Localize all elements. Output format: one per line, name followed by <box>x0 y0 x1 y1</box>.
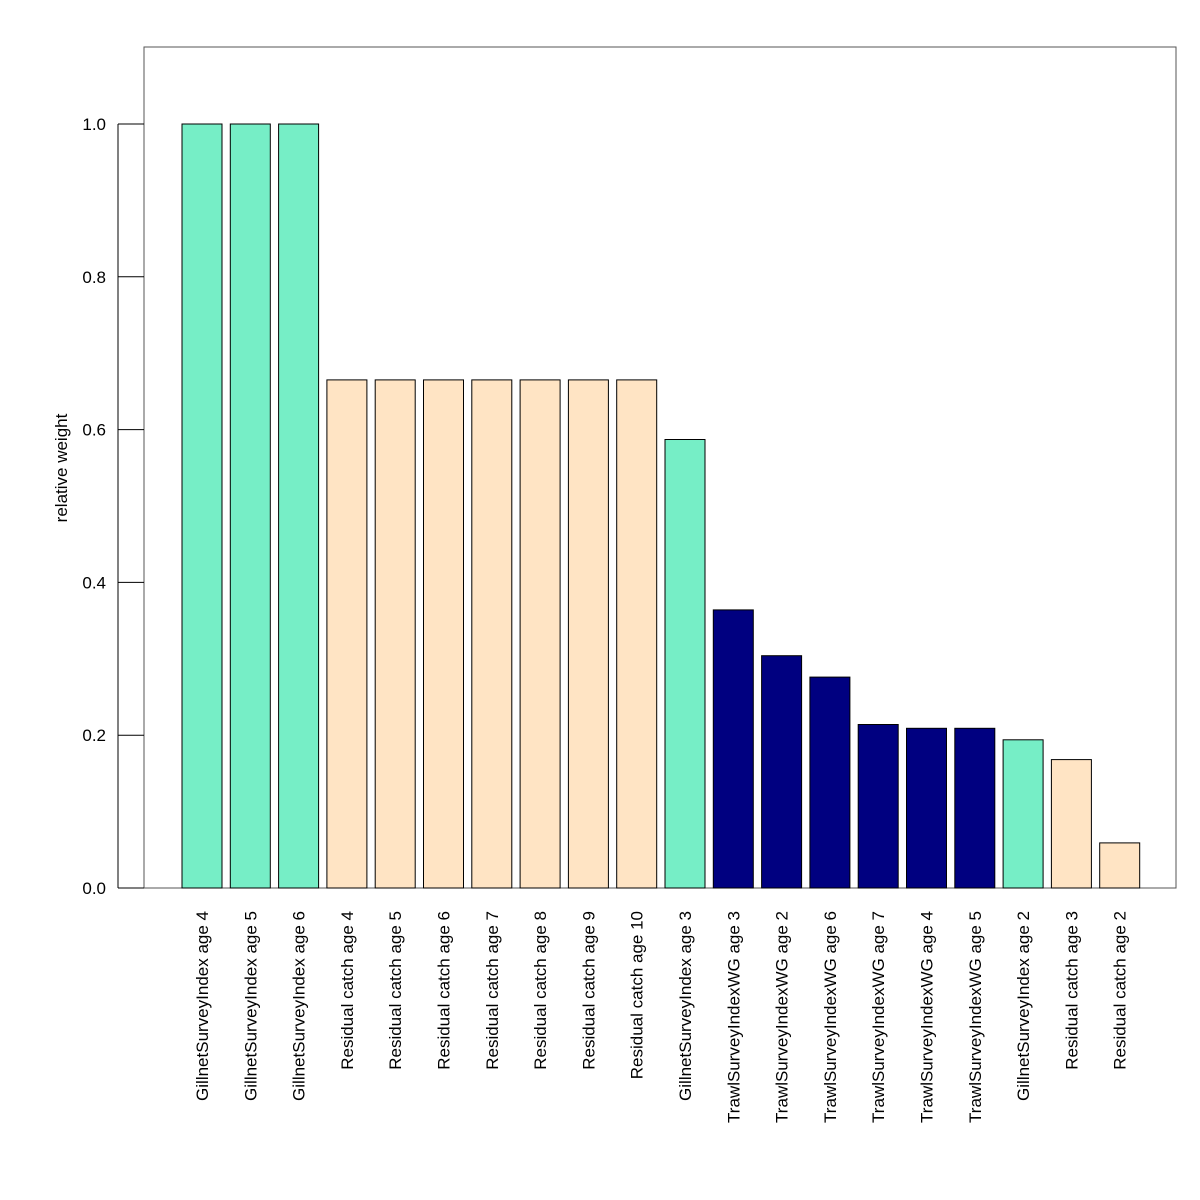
x-axis-labels: GillnetSurveyIndex age 4 GillnetSurveyInd… <box>193 911 1130 1123</box>
bar <box>857 724 899 889</box>
bar <box>1002 739 1044 889</box>
x-category-label: Residual catch age 8 <box>531 911 550 1070</box>
x-category-label: TrawlSurveyIndexWG age 7 <box>869 911 888 1123</box>
y-tick-label: 0.4 <box>82 573 106 592</box>
x-category-label: TrawlSurveyIndexWG age 3 <box>724 911 743 1123</box>
plot-frame <box>143 46 1177 889</box>
x-category-label: GillnetSurveyIndex age 4 <box>193 911 212 1101</box>
bar <box>809 676 851 889</box>
bar <box>471 379 513 889</box>
bar <box>954 727 996 889</box>
bar <box>229 123 271 889</box>
bar <box>374 379 416 889</box>
x-category-label: GillnetSurveyIndex age 5 <box>241 911 260 1101</box>
x-category-label: Residual catch age 10 <box>628 911 647 1079</box>
bar <box>181 123 223 889</box>
x-category-label: Residual catch age 9 <box>579 911 598 1070</box>
bar <box>519 379 561 889</box>
y-tick-label: 0.2 <box>82 726 106 745</box>
bar <box>761 655 803 889</box>
bar <box>712 609 754 889</box>
x-category-label: Residual catch age 3 <box>1062 911 1081 1070</box>
bar <box>326 379 368 889</box>
x-category-label: GillnetSurveyIndex age 6 <box>290 911 309 1101</box>
x-category-label: Residual catch age 2 <box>1111 911 1130 1070</box>
bar <box>278 123 320 889</box>
bar <box>1050 759 1092 889</box>
y-tick-label: 0.8 <box>82 268 106 287</box>
x-category-label: TrawlSurveyIndexWG age 4 <box>918 911 937 1123</box>
y-axis: 0.0 0.2 0.4 0.6 0.8 1.0 <box>82 115 144 898</box>
bar <box>1099 842 1141 889</box>
x-category-label: Residual catch age 6 <box>435 911 454 1070</box>
bar <box>567 379 609 889</box>
x-category-label: TrawlSurveyIndexWG age 6 <box>821 911 840 1123</box>
bar <box>423 379 464 889</box>
x-category-label: Residual catch age 7 <box>483 911 502 1070</box>
y-tick-label: 0.0 <box>82 879 106 898</box>
bar <box>616 379 658 889</box>
x-category-label: Residual catch age 5 <box>386 911 405 1070</box>
y-tick-label: 0.6 <box>82 421 106 440</box>
x-category-label: TrawlSurveyIndexWG age 5 <box>966 911 985 1123</box>
y-tick-label: 1.0 <box>82 115 106 134</box>
bars <box>181 123 1141 889</box>
x-category-label: GillnetSurveyIndex age 2 <box>1014 911 1033 1101</box>
bar <box>906 727 947 889</box>
x-category-label: GillnetSurveyIndex age 3 <box>676 911 695 1101</box>
bar <box>664 439 706 889</box>
x-category-label: Residual catch age 4 <box>338 911 357 1070</box>
x-category-label: TrawlSurveyIndexWG age 2 <box>773 911 792 1123</box>
y-axis-label: relative weight <box>52 413 71 522</box>
